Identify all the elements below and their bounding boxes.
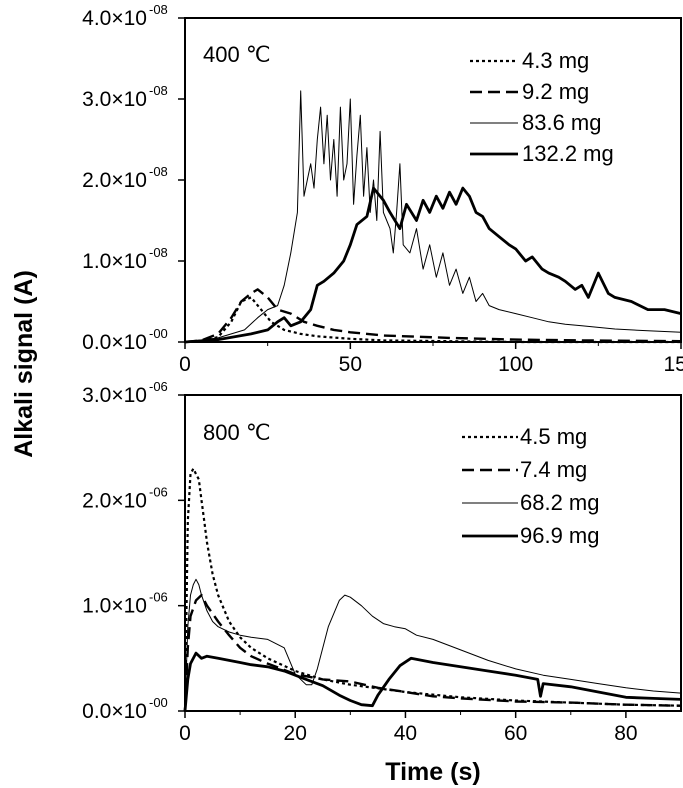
plot-frame-800C — [184, 394, 682, 712]
legend-label-800C-3: 68.2 mg — [520, 490, 600, 515]
legend-label-400C-4: 132.2 mg — [522, 141, 614, 166]
series-group-800C — [183, 467, 682, 712]
panel-800C: 0 20 40 60 800.0×10 -001.0×10 -062.0×10 -063.0×… — [82, 379, 682, 745]
y-tick-exponent-400C: -08 — [149, 164, 168, 179]
y-tick-exponent-400C: -00 — [149, 326, 168, 341]
legend-label-800C-4: 96.9 mg — [520, 523, 600, 548]
legend-800C: 4.5 mg 7.4 mg 68.2 mg 96.9 mg — [462, 424, 600, 548]
series-line-400C-4 — [184, 186, 682, 344]
annotation-400C: 400 ℃ — [203, 42, 271, 67]
y-tick-exponent-400C: -08 — [149, 2, 168, 17]
series-line-400C-3 — [184, 90, 682, 343]
y-tick-label-400C: 3.0×10 — [82, 88, 147, 111]
y-tick-label-800C: 0.0×10 — [82, 700, 147, 723]
y-tick-label-400C: 0.0×10 — [82, 331, 147, 354]
y-tick-exponent-400C: -08 — [149, 83, 168, 98]
y-tick-label-800C: 1.0×10 — [82, 595, 147, 618]
legend-label-800C-2: 7.4 mg — [520, 457, 587, 482]
legend-label-800C-1: 4.5 mg — [520, 424, 587, 449]
y-tick-exponent-800C: -06 — [149, 484, 168, 499]
series-line-400C-2 — [184, 288, 682, 344]
y-tick-label-400C: 2.0×10 — [82, 169, 147, 192]
y-axis-title: Alkali signal (A) — [10, 270, 38, 458]
x-tick-label-800C: 60 — [504, 722, 527, 745]
series-line-800C-4 — [183, 651, 682, 712]
series-line-800C-1 — [183, 467, 682, 712]
x-tick-label-800C: 20 — [284, 722, 307, 745]
series-line-800C-2 — [183, 593, 682, 712]
x-tick-label-800C: 40 — [394, 722, 417, 745]
x-tick-label-400C: 0 — [179, 353, 191, 376]
series-line-400C-1 — [184, 296, 681, 344]
x-tick-label-800C: 80 — [614, 722, 637, 745]
y-tick-exponent-800C: -00 — [149, 695, 168, 710]
legend-label-400C-1: 4.3 mg — [522, 48, 589, 73]
ticks-400C: 0501001500.0×10-001.0×10-082.0×10-083.0×… — [82, 2, 683, 376]
legend-label-400C-2: 9.2 mg — [522, 79, 589, 104]
y-tick-exponent-800C: -06 — [149, 590, 168, 605]
y-tick-exponent-800C: -06 — [149, 379, 168, 394]
series-line-800C-3 — [184, 578, 682, 712]
y-tick-label-800C: 2.0×10 — [82, 489, 147, 512]
annotation-800C: 800 ℃ — [203, 420, 271, 445]
legend-label-400C-3: 83.6 mg — [522, 110, 602, 135]
x-tick-label-400C: 50 — [339, 353, 362, 376]
panel-400C: 0501001500.0×10-001.0×10-082.0×10-083.0×… — [82, 2, 683, 376]
x-axis-title: Time (s) — [385, 758, 480, 786]
x-tick-label-800C: 0 — [179, 722, 191, 745]
x-tick-label-400C: 150 — [663, 353, 683, 376]
y-tick-label-400C: 4.0×10 — [82, 7, 147, 30]
ticks-800C: 0 20 40 60 800.0×10 -001.0×10 -062.0×10 -063.0×… — [82, 379, 637, 745]
series-group-400C — [184, 90, 682, 344]
y-tick-label-400C: 1.0×10 — [82, 250, 147, 273]
y-tick-exponent-400C: -08 — [149, 245, 168, 260]
x-tick-label-400C: 100 — [498, 353, 533, 376]
y-tick-label-800C: 3.0×10 — [82, 384, 147, 407]
legend-400C: 4.3 mg 9.2 mg 83.6 mg 132.2 mg — [470, 48, 614, 166]
